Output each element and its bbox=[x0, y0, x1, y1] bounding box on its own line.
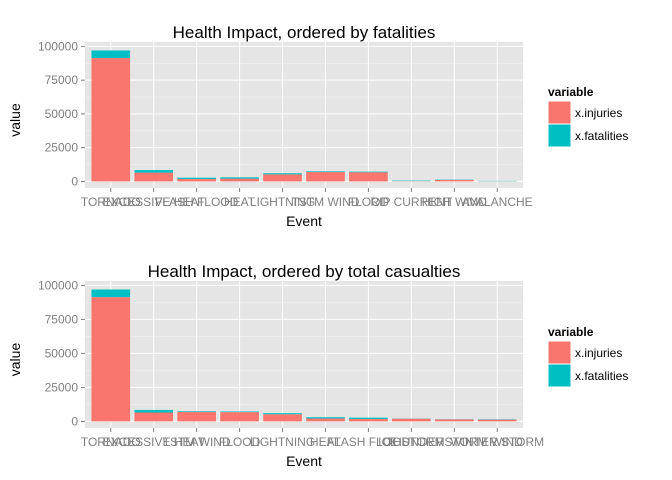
legend-label: x.fatalities bbox=[575, 369, 628, 383]
bar-x-fatalities-1 bbox=[134, 409, 174, 413]
legend-swatch-x-fatalities bbox=[548, 124, 571, 147]
bar-x-fatalities-3 bbox=[220, 411, 259, 413]
x-tick-label: FLASH FLOOD bbox=[155, 195, 239, 209]
bar-x-fatalities-0 bbox=[91, 50, 131, 59]
bar-x-injuries-8 bbox=[434, 179, 474, 182]
bar-x-injuries-5 bbox=[306, 418, 345, 422]
x-tick-label: TSTM WIND bbox=[291, 195, 359, 209]
x-axis-title: Event bbox=[286, 453, 322, 469]
bar-x-injuries-1 bbox=[134, 172, 174, 182]
bar-x-injuries-2 bbox=[177, 411, 216, 422]
y-tick-label: 25000 bbox=[45, 141, 79, 155]
bar-x-injuries-6 bbox=[349, 172, 388, 182]
x-tick-label: HIGH WIND bbox=[422, 195, 488, 209]
bar-x-injuries-6 bbox=[349, 418, 388, 422]
x-tick-label: TORNADO bbox=[81, 435, 141, 449]
x-tick-label: FLOOD bbox=[219, 435, 261, 449]
bar-x-injuries-0 bbox=[91, 58, 131, 182]
y-tick-label: 100000 bbox=[38, 278, 78, 292]
bar-x-fatalities-6 bbox=[349, 417, 388, 419]
bar-x-fatalities-4 bbox=[263, 413, 302, 415]
y-tick-label: 75000 bbox=[45, 312, 79, 326]
bar-x-injuries-4 bbox=[263, 174, 302, 182]
bar-x-fatalities-1 bbox=[134, 170, 174, 173]
bar-x-injuries-0 bbox=[91, 297, 131, 422]
bar-x-fatalities-6 bbox=[349, 171, 388, 173]
legend: variable x.injuries x.fatalities bbox=[547, 85, 628, 148]
x-tick-label: FLASH FLOOD bbox=[327, 435, 411, 449]
bar-x-fatalities-4 bbox=[263, 173, 302, 175]
x-tick-label: LIGHTNING bbox=[250, 195, 315, 209]
chart-title: Health Impact, ordered by total casualti… bbox=[148, 262, 461, 281]
legend: variable x.injuries x.fatalities bbox=[547, 325, 628, 388]
bar-x-injuries-3 bbox=[220, 178, 259, 182]
x-tick-label: EXCESSIVE HEAT bbox=[102, 435, 205, 449]
legend-label: x.injuries bbox=[575, 106, 622, 120]
y-tick-label: 100000 bbox=[38, 39, 78, 53]
x-tick-label: FLOOD bbox=[348, 195, 390, 209]
chart-title: Health Impact, ordered by fatalities bbox=[173, 23, 436, 42]
legend-swatch-x-injuries bbox=[548, 101, 571, 124]
bar-x-fatalities-0 bbox=[91, 289, 131, 298]
bar-x-injuries-1 bbox=[134, 412, 174, 422]
y-axis-title: value bbox=[7, 343, 23, 377]
x-tick-label: HEAT bbox=[224, 195, 256, 209]
legend-title: variable bbox=[548, 325, 594, 339]
x-tick-label: ICE STORM bbox=[378, 435, 444, 449]
x-axis-title: Event bbox=[286, 213, 322, 229]
x-tick-label: WINTER STORM bbox=[450, 435, 544, 449]
bar-x-fatalities-5 bbox=[306, 417, 345, 419]
y-tick-label: 50000 bbox=[45, 346, 79, 360]
plot-background bbox=[85, 42, 523, 188]
bar-x-injuries-2 bbox=[177, 179, 216, 182]
x-tick-label: HEAT bbox=[310, 435, 342, 449]
y-tick-label: 0 bbox=[71, 414, 78, 428]
bar-x-injuries-4 bbox=[263, 414, 302, 422]
legend-swatch-x-fatalities bbox=[548, 364, 571, 387]
bar-x-fatalities-2 bbox=[177, 411, 216, 412]
y-tick-label: 75000 bbox=[45, 73, 79, 87]
y-tick-label: 50000 bbox=[45, 107, 79, 121]
y-tick-label: 0 bbox=[71, 174, 78, 188]
x-tick-label: TORNADO bbox=[81, 195, 141, 209]
x-tick-label: RIP CURRENT bbox=[370, 195, 452, 209]
legend-title: variable bbox=[548, 85, 594, 99]
bar-x-injuries-8 bbox=[434, 419, 474, 422]
bar-x-injuries-9 bbox=[477, 419, 517, 422]
x-tick-label: THUNDERSTORM WIND bbox=[386, 435, 523, 449]
legend-swatch-x-injuries bbox=[548, 341, 571, 364]
y-tick-label: 25000 bbox=[45, 380, 79, 394]
bar-x-fatalities-5 bbox=[306, 171, 345, 173]
x-tick-label: AVALANCHE bbox=[462, 195, 533, 209]
y-axis-title: value bbox=[7, 103, 23, 137]
legend-label: x.fatalities bbox=[575, 129, 628, 143]
x-tick-label: TSTM WIND bbox=[163, 435, 231, 449]
bar-x-fatalities-3 bbox=[220, 177, 259, 179]
bar-x-fatalities-2 bbox=[177, 177, 216, 180]
plot-background bbox=[85, 281, 523, 428]
x-tick-label: EXCESSIVE HEAT bbox=[102, 195, 205, 209]
bar-x-injuries-5 bbox=[306, 172, 345, 182]
x-tick-label: LIGHTNING bbox=[250, 435, 315, 449]
legend-label: x.injuries bbox=[575, 346, 622, 360]
bar-x-injuries-7 bbox=[392, 418, 431, 422]
bar-x-injuries-3 bbox=[220, 412, 259, 422]
